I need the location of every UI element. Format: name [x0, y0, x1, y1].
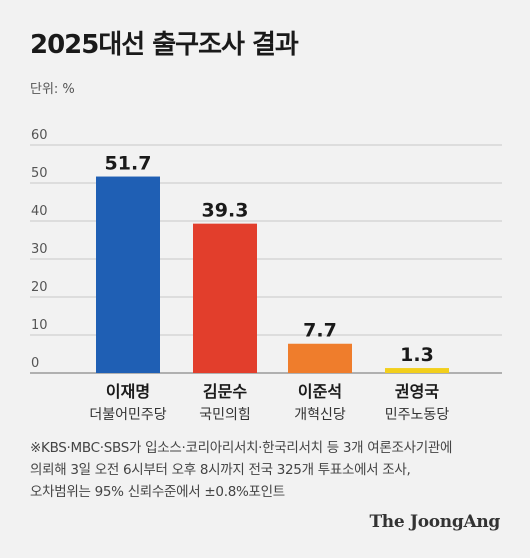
y-tick-label: 10	[31, 318, 48, 333]
chart-title: 2025대선 출구조사 결과	[30, 30, 299, 60]
candidate-name-label: 이준석	[298, 382, 342, 401]
bar	[288, 343, 352, 373]
unit-label: 단위: %	[30, 82, 75, 97]
note-line: 의뢰해 3일 오전 6시부터 오후 8시까지 전국 325개 투표소에서 조사,	[30, 462, 411, 478]
bar	[193, 223, 257, 373]
candidate-name-label: 김문수	[203, 382, 247, 401]
note-line: 오차범위는 95% 신뢰수준에서 ±0.8%포인트	[30, 484, 285, 500]
bar-value-label: 1.3	[400, 344, 434, 366]
bar-value-label: 51.7	[105, 153, 152, 175]
y-tick-label: 60	[31, 128, 48, 143]
candidate-name-label: 권영국	[395, 382, 439, 401]
y-tick-label: 20	[31, 280, 48, 295]
y-tick-label: 0	[31, 356, 39, 371]
candidate-name-label: 이재명	[106, 382, 150, 401]
party-label: 민주노동당	[385, 407, 450, 423]
party-label: 더불어민주당	[89, 407, 166, 423]
y-tick-label: 40	[31, 204, 48, 219]
party-label: 개혁신당	[294, 407, 346, 423]
note-line: ※KBS·MBC·SBS가 입소스·코리아리서치·한국리서치 등 3개 여론조사…	[30, 440, 453, 456]
survey-note: ※KBS·MBC·SBS가 입소스·코리아리서치·한국리서치 등 3개 여론조사…	[30, 437, 510, 503]
bar-value-label: 7.7	[303, 320, 337, 342]
y-tick-label: 50	[31, 166, 48, 181]
bar	[96, 176, 160, 373]
y-tick-label: 30	[31, 242, 48, 257]
bar	[385, 368, 449, 373]
party-label: 국민의힘	[199, 407, 251, 423]
brand-logo: The JoongAng	[369, 512, 500, 532]
bar-value-label: 39.3	[202, 200, 249, 222]
